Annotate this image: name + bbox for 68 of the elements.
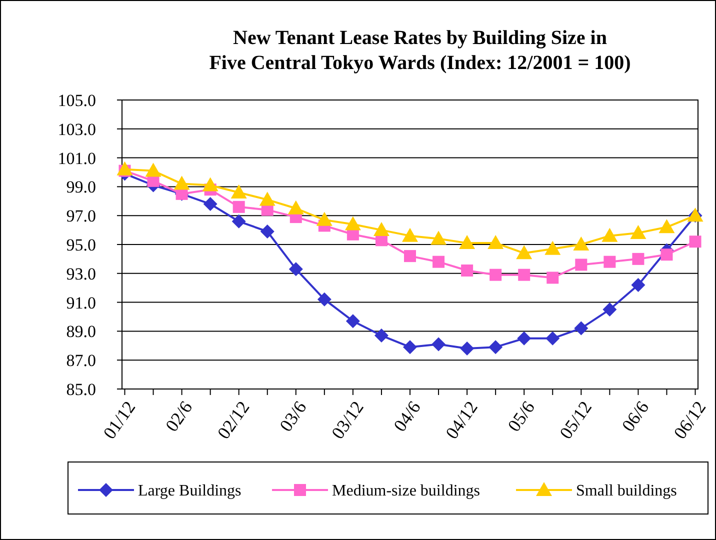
point [202,177,218,192]
y-tick-label: 85.0 [66,380,96,399]
y-tick-label: 97.0 [66,206,96,226]
point [260,224,274,238]
x-tick-label: 06/6 [618,397,653,436]
point [116,161,133,176]
point [404,250,416,262]
y-tick-label: 87.0 [66,351,96,370]
point [604,256,616,268]
y-tick-label: 95.0 [66,235,96,254]
point [546,331,560,346]
point [232,200,245,213]
point [460,342,474,356]
point [488,340,503,354]
point [259,192,276,206]
point [288,262,303,276]
point [174,176,190,190]
point [602,228,618,242]
point [145,162,162,177]
point [517,331,532,346]
point [630,224,646,239]
y-tick-label: 101.0 [58,148,96,168]
point [660,248,673,261]
x-tick-label: 03/6 [276,397,310,436]
x-tick-label: 04/6 [390,397,424,436]
point [316,212,332,226]
y-tick-label: 105.0 [58,90,96,110]
point [573,236,590,250]
point [317,292,332,306]
point [546,272,559,284]
point [459,235,476,250]
point [344,216,361,230]
y-tick-label: 93.0 [66,264,96,284]
legend-label: Medium-size buildings [332,482,480,500]
y-tick-label: 89.0 [66,322,96,342]
point [516,245,532,260]
legend-label: Small buildings [576,482,677,500]
point [574,321,588,336]
point [602,302,617,317]
point [203,197,218,212]
point [632,252,644,265]
chart-title: New Tenant Lease Rates by Building Size in Five Central Tokyo Wards (Index: 12/2001 = 100) [209,27,631,74]
x-tick-label: 02/6 [161,397,196,436]
y-tick-label: 91.0 [66,293,96,312]
point [631,278,646,292]
point [403,340,417,354]
point [432,256,445,268]
point [288,200,304,214]
point [461,264,474,277]
point [230,184,247,198]
point [544,240,561,255]
point [346,314,360,328]
point [689,236,702,248]
point [518,268,530,281]
legend-label: Large Buildings [138,482,242,500]
point [488,235,504,250]
point [575,258,588,271]
x-tick-label: 05/6 [504,397,539,436]
point [373,222,390,236]
y-tick-label: 99.0 [66,178,96,197]
y-tick-label: 103.0 [58,120,96,139]
point [432,337,446,352]
point [374,328,388,343]
point [490,268,502,281]
point [232,214,246,228]
point [430,230,447,245]
point [402,228,418,242]
point [658,219,675,234]
